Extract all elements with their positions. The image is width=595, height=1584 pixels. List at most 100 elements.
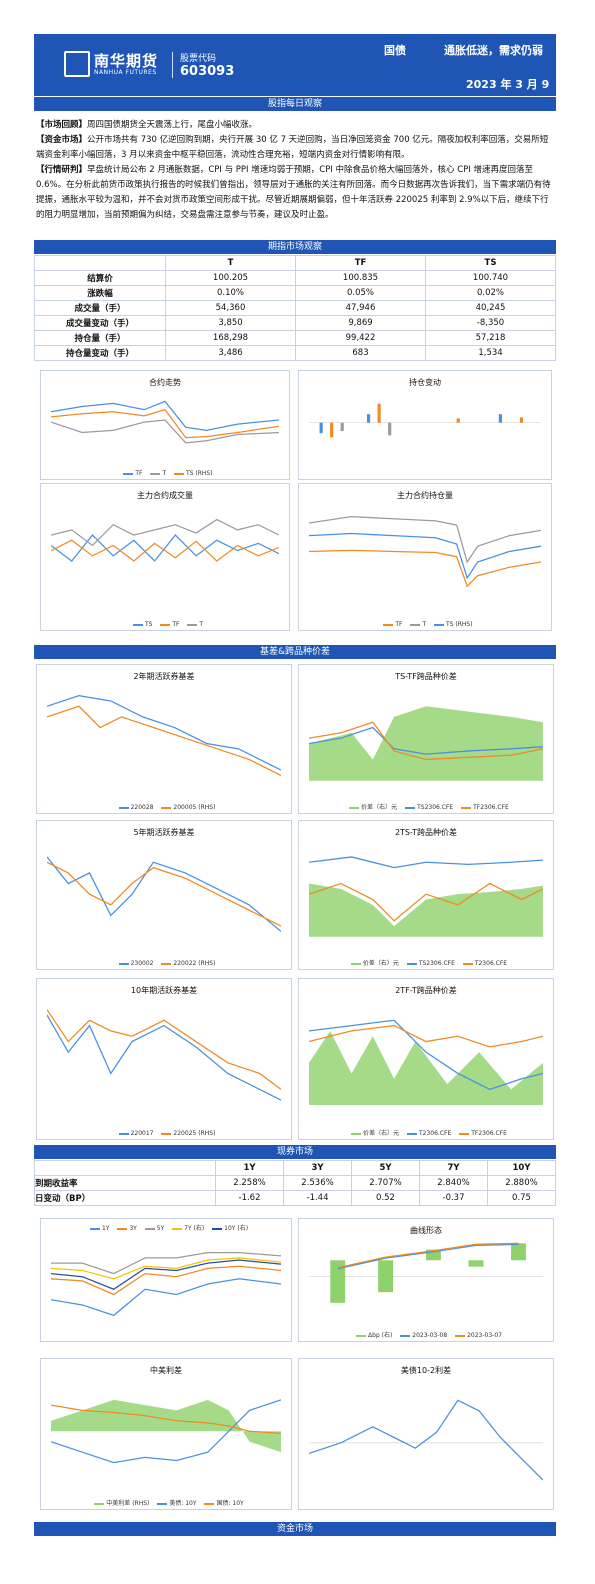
chart-legend: 220028 200005 (RHS) <box>37 804 291 811</box>
chart-ts-tf-spread: TS-TF跨品种价差 价差（右）元 TS2306.CFE TF2306.CFE <box>298 664 554 814</box>
chart-position-change: 持仓变动 <box>298 370 552 480</box>
table-row: 结算价 100.205 100.835 100.740 <box>34 270 556 286</box>
series-line <box>309 532 541 580</box>
column-header: TS <box>425 255 556 271</box>
spread-area <box>51 1399 281 1453</box>
chart-plot <box>309 516 541 588</box>
series-line <box>309 721 543 761</box>
stock-code: 603093 <box>180 64 235 79</box>
bar-mark <box>366 414 371 423</box>
series-line <box>309 1024 543 1048</box>
table-row: 涨跌幅 0.10% 0.05% 0.02% <box>34 285 556 301</box>
nanhua-logo-icon <box>64 51 90 77</box>
chart-yield-history: 1Y 3Y 5Y 7Y (右) 10Y (右) <box>40 1218 292 1342</box>
bar-mark <box>340 422 344 432</box>
column-header: 1Y <box>215 1160 284 1176</box>
column-header: 3Y <box>283 1160 352 1176</box>
series-line <box>309 882 543 922</box>
chart-title: 合约走势 <box>149 378 181 387</box>
series-line <box>47 1014 281 1101</box>
report-category: 国债 <box>384 44 406 57</box>
company-name-en: NANHUA FUTURES <box>94 69 157 76</box>
chart-plot <box>309 1399 543 1481</box>
chart-title: 2年期活跃券基差 <box>133 672 195 681</box>
chart-legend: Δbp (右) 2023-03-08 2023-03-07 <box>299 1330 553 1339</box>
table-row: 持仓量（手） 168,298 99,422 57,218 <box>34 330 556 346</box>
funds-review: 【资金市场】公开市场共有 730 亿逆回购到期，央行开展 30 亿 7 天逆回购… <box>36 135 549 160</box>
chart-legend: TS TF T <box>41 621 289 628</box>
chart-curve-shape: 曲线形态 Δbp (右) 2023-03-08 2023-03-07 <box>298 1218 554 1342</box>
chart-legend: 价差（右）元 TS2306.CFE TF2306.CFE <box>299 802 553 811</box>
chart-cn-us-spread: 中美利差 中美利差 (RHS) 美债: 10Y 国债: 10Y <box>40 1358 292 1510</box>
stock-code-label: 股票代码 <box>180 54 217 64</box>
series-line <box>51 408 279 439</box>
bar-mark <box>378 1260 394 1293</box>
series-line <box>51 419 279 444</box>
section-spot: 现券市场 <box>34 1145 556 1159</box>
chart-2ts-t-spread: 2TS-T跨品种价差 价差（右）元 TS2306.CFE T2306.CFE <box>298 820 554 970</box>
chart-5y-basis: 5年期活跃券基差 230002 220022 (RHS) <box>36 820 292 970</box>
chart-title: 中美利差 <box>150 1366 182 1375</box>
series-line <box>51 539 279 562</box>
chart-contract-trend: 合约走势 TF T TS (RHS) <box>40 370 290 480</box>
series-line <box>309 1019 543 1091</box>
chart-plot <box>47 856 281 932</box>
series-line <box>51 400 279 432</box>
chart-plot <box>309 856 543 937</box>
bar-mark <box>511 1243 526 1261</box>
chart-plot <box>309 403 541 438</box>
chart-legend: 220017 220025 (RHS) <box>37 1130 291 1137</box>
chart-plot <box>309 706 543 781</box>
series-line <box>47 861 281 927</box>
report-date: 2023 年 3 月 9 <box>466 78 550 91</box>
chart-title: TS-TF跨品种价差 <box>395 672 457 681</box>
series-line <box>51 1265 281 1296</box>
chart-title: 2TS-T跨品种价差 <box>394 828 458 837</box>
yield-table: 1Y 3Y 5Y 7Y 10Y 到期收益率 2.258% 2.536% 2.707% 2… <box>34 1160 556 1206</box>
table-row: 日变动（BP） -1.62 -1.44 0.52 -0.37 0.75 <box>34 1190 556 1206</box>
chart-main-volume: 主力合约成交量 TS TF T <box>40 483 290 631</box>
chart-legend: 价差（右）元 TS2306.CFE T2306.CFE <box>299 958 553 967</box>
chart-title: 5年期活跃券基差 <box>133 828 195 837</box>
chart-plot <box>309 1019 543 1106</box>
table-row: 成交量变动（手） 3,850 9,869 -8,350 <box>34 315 556 331</box>
table-row: 成交量（手） 54,360 47,946 40,245 <box>34 300 556 316</box>
column-header: 10Y <box>487 1160 556 1176</box>
column-header: 5Y <box>351 1160 420 1176</box>
chart-title: 曲线形态 <box>410 1226 442 1235</box>
commentary: 【市场回顾】周四国债期货全天震荡上行，尾盘小幅收涨。 【资金市场】公开市场共有 … <box>36 118 556 223</box>
chart-us-10-2-spread: 美债10-2利差 <box>298 1358 554 1510</box>
bar-mark <box>330 422 334 438</box>
chart-plot <box>309 1242 543 1303</box>
bar-mark <box>498 414 502 423</box>
bar-mark <box>330 1260 346 1303</box>
company-name: 南华期货 <box>94 52 159 70</box>
series-line <box>51 518 279 547</box>
chart-10y-basis: 10年期活跃券基差 220017 220025 (RHS) <box>36 978 292 1140</box>
header-divider <box>172 52 173 78</box>
series-line <box>47 856 281 932</box>
chart-title: 主力合约成交量 <box>137 491 193 500</box>
series-line <box>51 1257 281 1280</box>
chart-title: 2TF-T跨品种价差 <box>395 986 457 995</box>
report-title: 通胀低迷，需求仍弱 <box>444 44 543 57</box>
bar-mark <box>388 422 392 436</box>
series-line <box>47 694 281 771</box>
series-line <box>309 549 541 588</box>
bar-mark <box>377 403 381 423</box>
research-view: 【行情研判】早盘统计局公布 2 月通胀数据，CPI 与 PPI 增速均弱于预期，… <box>36 165 551 220</box>
series-line <box>51 1252 281 1275</box>
bar-mark <box>319 422 323 434</box>
column-header: T <box>165 255 296 271</box>
chart-legend: TF T TS (RHS) <box>299 621 551 628</box>
series-line <box>309 1399 543 1481</box>
chart-title: 10年期活跃券基差 <box>130 986 198 995</box>
chart-title: 美债10-2利差 <box>400 1366 452 1375</box>
chart-plot <box>47 1009 281 1101</box>
market-review: 【市场回顾】周四国债期货全天震荡上行，尾盘小幅收涨。 <box>36 120 258 130</box>
chart-legend: 价差（右）元 T2306.CFE TF2306.CFE <box>299 1128 553 1137</box>
chart-plot <box>51 1252 281 1317</box>
chart-2y-basis: 2年期活跃券基差 220028 200005 (RHS) <box>36 664 292 814</box>
column-header: TF <box>295 255 426 271</box>
bar-mark <box>519 417 524 423</box>
